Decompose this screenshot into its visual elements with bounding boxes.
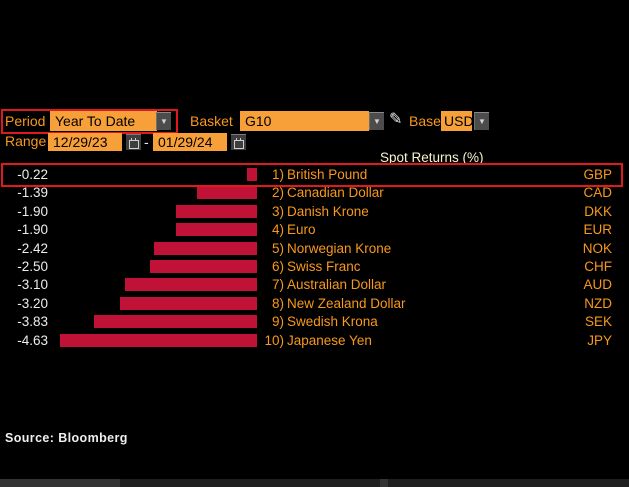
currency-row[interactable]: -2.42 5) Norwegian Krone NOK xyxy=(0,240,629,258)
bottom-strip-segment xyxy=(0,479,120,487)
range-start-value: 12/29/23 xyxy=(53,134,108,150)
period-value: Year To Date xyxy=(55,113,136,129)
row-ticker: EUR xyxy=(583,222,612,238)
base-value: USD xyxy=(444,113,472,129)
row-value: -2.50 xyxy=(17,259,48,274)
row-value: -3.20 xyxy=(17,295,48,311)
row-value: -1.90 xyxy=(17,222,48,238)
row-name: Australian Dollar xyxy=(287,277,387,293)
row-bar xyxy=(59,333,257,347)
row-bar xyxy=(175,204,257,218)
bottom-window-strip xyxy=(0,479,629,487)
row-rank: 5) xyxy=(271,240,284,256)
row-rank: 1) xyxy=(271,167,284,182)
range-label: Range xyxy=(5,133,47,149)
currency-row[interactable]: -2.50 6) Swiss Franc CHF xyxy=(0,258,629,276)
row-rank: 10) xyxy=(264,332,284,348)
base-label: Base xyxy=(409,113,441,129)
range-end-input[interactable]: 01/29/24 xyxy=(153,133,227,151)
row-rank: 8) xyxy=(271,295,284,311)
row-name: Japanese Yen xyxy=(287,332,372,348)
row-ticker: NZD xyxy=(584,295,612,311)
row-name: Danish Krone xyxy=(287,203,369,219)
row-name: Norwegian Krone xyxy=(287,240,392,256)
period-dropdown[interactable]: Year To Date xyxy=(50,111,157,131)
currency-row[interactable]: -1.90 3) Danish Krone DKK xyxy=(0,203,629,221)
basket-value: G10 xyxy=(245,113,272,129)
basket-dropdown[interactable]: G10 xyxy=(240,111,369,131)
currency-row[interactable]: -3.10 7) Australian Dollar AUD xyxy=(0,276,629,294)
row-value: -3.83 xyxy=(17,314,48,330)
chevron-down-icon[interactable]: ▼ xyxy=(156,112,171,130)
row-bar xyxy=(124,278,257,292)
row-bar xyxy=(247,168,257,181)
row-value: -2.42 xyxy=(17,240,48,256)
row-ticker: SEK xyxy=(584,314,612,330)
row-bar xyxy=(153,241,257,255)
chevron-down-icon[interactable]: ▼ xyxy=(369,112,384,130)
row-ticker: CHF xyxy=(584,259,612,274)
currency-row[interactable]: -3.83 9) Swedish Krona SEK xyxy=(0,313,629,331)
row-rank: 3) xyxy=(271,203,284,219)
row-value: -1.90 xyxy=(17,203,48,219)
row-value: -4.63 xyxy=(17,332,48,348)
calendar-icon[interactable] xyxy=(231,134,246,150)
row-bar xyxy=(197,186,257,200)
spot-returns-chart: -0.22 1) British Pound GBP -1.39 2) Canadi… xyxy=(0,166,629,352)
currency-row[interactable]: -0.22 1) British Pound GBP xyxy=(0,166,629,184)
row-rank: 9) xyxy=(271,314,284,330)
row-value: -1.39 xyxy=(17,185,48,201)
row-ticker: GBP xyxy=(583,167,612,182)
row-name: New Zealand Dollar xyxy=(287,295,406,311)
row-name: Swedish Krona xyxy=(287,314,378,330)
row-bar xyxy=(175,223,257,237)
currency-row[interactable]: -3.20 8) New Zealand Dollar NZD xyxy=(0,295,629,313)
row-value: -0.22 xyxy=(17,167,48,182)
row-rank: 6) xyxy=(271,259,284,274)
row-rank: 2) xyxy=(271,185,284,201)
row-ticker: CAD xyxy=(583,185,612,201)
row-bar xyxy=(150,260,257,273)
base-dropdown[interactable]: USD xyxy=(441,111,472,131)
range-start-input[interactable]: 12/29/23 xyxy=(48,133,122,151)
chevron-down-icon[interactable]: ▼ xyxy=(474,112,489,130)
currency-row[interactable]: -1.39 2) Canadian Dollar CAD xyxy=(0,184,629,202)
row-rank: 4) xyxy=(271,222,284,238)
row-bar xyxy=(120,296,257,310)
row-ticker: JPY xyxy=(587,332,612,348)
currency-row[interactable]: -1.90 4) Euro EUR xyxy=(0,221,629,239)
row-name: Euro xyxy=(287,222,316,238)
edit-pencil-icon[interactable]: ✎ xyxy=(389,111,403,128)
source-credit: Source: Bloomberg xyxy=(5,431,128,445)
row-ticker: AUD xyxy=(583,277,612,293)
period-label: Period xyxy=(5,113,46,129)
row-name: Canadian Dollar xyxy=(287,185,384,201)
row-ticker: NOK xyxy=(582,240,612,256)
range-end-value: 01/29/24 xyxy=(158,134,213,150)
currency-row[interactable]: -4.63 10) Japanese Yen JPY xyxy=(0,332,629,350)
row-bar xyxy=(93,315,257,329)
bottom-strip-segment xyxy=(380,479,388,487)
range-separator: - xyxy=(144,134,149,150)
basket-label: Basket xyxy=(190,113,233,129)
row-name: Swiss Franc xyxy=(287,259,361,274)
chart-title: Spot Returns (%) xyxy=(380,150,484,165)
row-name: British Pound xyxy=(287,167,368,182)
row-value: -3.10 xyxy=(17,277,48,293)
row-rank: 7) xyxy=(271,277,284,293)
calendar-icon[interactable] xyxy=(126,134,141,150)
row-ticker: DKK xyxy=(584,203,612,219)
